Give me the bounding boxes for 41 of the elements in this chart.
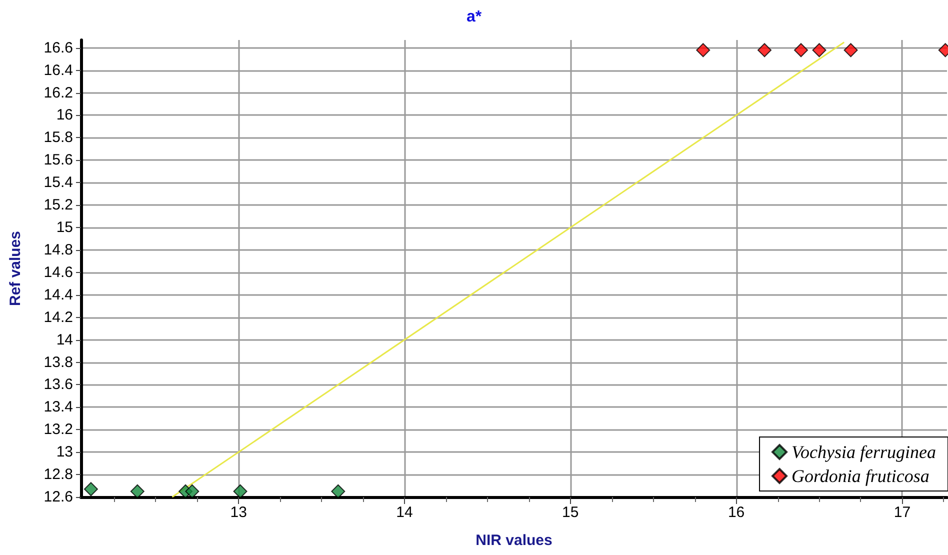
point [844, 43, 858, 58]
legend-label: Gordonia fruticosa [792, 466, 930, 486]
y-tick-label: 16 [56, 106, 73, 124]
y-tick-label: 13.6 [44, 376, 73, 394]
x-tick-label: 14 [396, 504, 413, 521]
point [812, 43, 826, 58]
y-tick-label: 15.8 [44, 129, 73, 146]
y-tick-label: 14.6 [44, 264, 73, 281]
y-tick-label: 14.8 [44, 241, 73, 258]
y-tick-label: 13.8 [44, 354, 73, 371]
point [331, 484, 346, 498]
y-tick-label: 13.2 [44, 421, 73, 438]
x-axis-title: NIR values [476, 532, 552, 549]
y-tick-label: 16.2 [44, 84, 73, 102]
y-tick-label: 13.4 [44, 398, 73, 416]
x-tick-label: 15 [562, 504, 579, 521]
y-tick-label: 12.8 [44, 466, 73, 484]
point [758, 43, 772, 58]
y-tick-label: 15.6 [44, 152, 73, 169]
y-tick-label: 15.2 [44, 196, 73, 214]
point [185, 484, 200, 498]
y-axis-title: Ref values [7, 230, 24, 306]
point [233, 484, 248, 498]
point [84, 482, 98, 496]
y-tick-label: 13 [56, 444, 73, 461]
y-tick-label: 16.4 [44, 62, 73, 79]
y-tick-label: 15.4 [44, 174, 73, 192]
y-tick-label: 15 [56, 219, 73, 236]
chart-title: a* [466, 8, 482, 26]
x-tick-label: 16 [728, 504, 745, 521]
x-tick-label: 17 [894, 504, 911, 521]
y-tick-label: 16.6 [44, 39, 73, 56]
y-tick-label: 12.6 [44, 488, 73, 506]
point [696, 43, 710, 58]
y-tick-label: 14.4 [44, 286, 73, 304]
point [130, 484, 144, 498]
x-tick-label: 13 [230, 504, 247, 521]
y-tick-label: 14 [56, 331, 73, 348]
point [794, 43, 808, 58]
legend-label: Vochysia ferruginea [792, 442, 936, 462]
y-tick-label: 14.2 [44, 308, 73, 326]
